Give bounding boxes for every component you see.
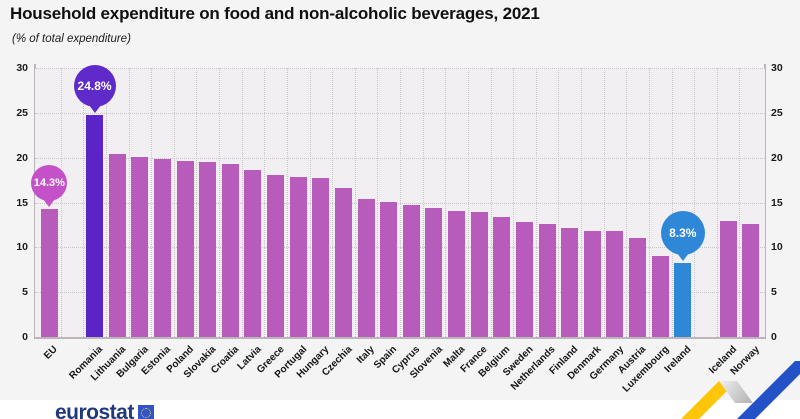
bar-slovakia <box>199 162 217 337</box>
callout-tail-eu <box>43 198 56 207</box>
gridline-v <box>467 68 469 337</box>
bar-cyprus <box>402 205 420 337</box>
gridline-v <box>151 68 153 337</box>
y-tick-right-10: 10 <box>771 241 783 254</box>
gridline-v <box>400 68 401 337</box>
gridline-v <box>535 68 537 337</box>
callout-romania: 24.8% <box>73 64 116 107</box>
ribbon-blue-band <box>737 361 800 419</box>
bar-poland <box>176 161 194 337</box>
ribbon-yellow-band <box>681 381 737 419</box>
chart-title: Household expenditure on food and non-al… <box>10 4 540 23</box>
gridline-v <box>60 68 62 337</box>
gridline-v <box>558 68 560 337</box>
gridline-v <box>513 68 515 337</box>
gridline-v <box>626 68 628 337</box>
gridline-v <box>105 68 107 337</box>
gridline-v <box>377 68 379 337</box>
gridline-v <box>264 68 266 337</box>
gridline-v <box>648 68 650 337</box>
callout-ireland: 8.3% <box>660 210 705 255</box>
y-tick-right-5: 5 <box>771 286 777 299</box>
callout-tail-ireland <box>676 252 689 261</box>
eurostat-ribbon-decoration <box>681 361 800 419</box>
bar-croatia <box>221 163 239 337</box>
y-tick-left-10: 10 <box>16 241 28 254</box>
bar-finland <box>561 227 579 337</box>
gridline-v <box>671 68 673 337</box>
bar-czechia <box>334 188 352 337</box>
bar-slovenia <box>425 207 443 337</box>
gridline-v <box>332 68 334 337</box>
gridline-v <box>716 68 718 337</box>
bar-luxembourg <box>651 256 669 337</box>
bar-estonia <box>153 158 171 337</box>
bar-bulgaria <box>131 156 149 337</box>
eurostat-logo-text: eurostat <box>55 401 134 419</box>
bar-malta <box>448 210 466 337</box>
footer-band: eurostat <box>0 400 800 419</box>
bar-norway <box>742 224 760 337</box>
gridline-v <box>694 68 696 337</box>
bar-germany <box>606 231 624 337</box>
y-tick-left-20: 20 <box>16 151 28 164</box>
bar-sweden <box>515 222 533 337</box>
bar-lithuania <box>108 154 126 337</box>
y-tick-left-15: 15 <box>16 196 28 209</box>
gridline-v <box>83 68 85 337</box>
bar-hungary <box>312 178 330 337</box>
bar-romania <box>86 114 104 337</box>
bar-eu <box>40 208 58 337</box>
bar-ireland <box>674 262 692 337</box>
gridline-v <box>490 68 492 337</box>
y-tick-right-15: 15 <box>771 196 783 209</box>
y-tick-left-0: 0 <box>22 331 28 343</box>
bar-greece <box>267 174 285 337</box>
bar-denmark <box>583 231 601 337</box>
bar-latvia <box>244 170 262 337</box>
gridline-v <box>422 68 424 337</box>
y-tick-left-5: 5 <box>22 286 28 299</box>
gridline-v <box>309 68 311 337</box>
y-tick-right-30: 30 <box>771 62 783 74</box>
gridline-v <box>128 68 130 337</box>
ribbon-gray-band <box>719 381 753 403</box>
eu-stars-icon <box>140 408 151 418</box>
gridline-v <box>219 68 220 337</box>
y-axis-line-right <box>764 64 766 339</box>
gridline-v <box>241 68 243 337</box>
chart-subtitle: (% of total expenditure) <box>12 33 131 45</box>
y-tick-left-30: 30 <box>16 62 28 74</box>
bar-belgium <box>493 216 511 337</box>
bar-italy <box>357 198 375 337</box>
gridline-v <box>354 68 356 337</box>
y-tick-right-0: 0 <box>771 331 777 343</box>
gridline-v <box>173 68 175 337</box>
gridline-v <box>581 68 582 337</box>
gridline-v <box>739 68 741 337</box>
eu-flag-icon <box>137 405 154 419</box>
y-tick-right-20: 20 <box>771 151 783 164</box>
bar-netherlands <box>538 224 556 337</box>
eurostat-logo: eurostat <box>55 401 154 419</box>
bar-austria <box>629 238 647 337</box>
callout-tail-romania <box>88 104 101 113</box>
gridline-v <box>286 68 288 337</box>
gridline-v <box>603 68 605 337</box>
bar-france <box>470 212 488 337</box>
gridline-v <box>445 68 447 337</box>
plot-area: 14.3% 24.8% 8.3% <box>31 64 765 339</box>
gridline-v <box>196 68 198 337</box>
y-tick-right-25: 25 <box>771 106 783 119</box>
bar-spain <box>380 201 398 337</box>
x-label-text: EU <box>42 344 61 362</box>
bar-iceland <box>719 221 737 337</box>
bar-portugal <box>289 176 307 337</box>
y-tick-left-25: 25 <box>16 106 28 119</box>
callout-eu: 14.3% <box>31 164 68 201</box>
